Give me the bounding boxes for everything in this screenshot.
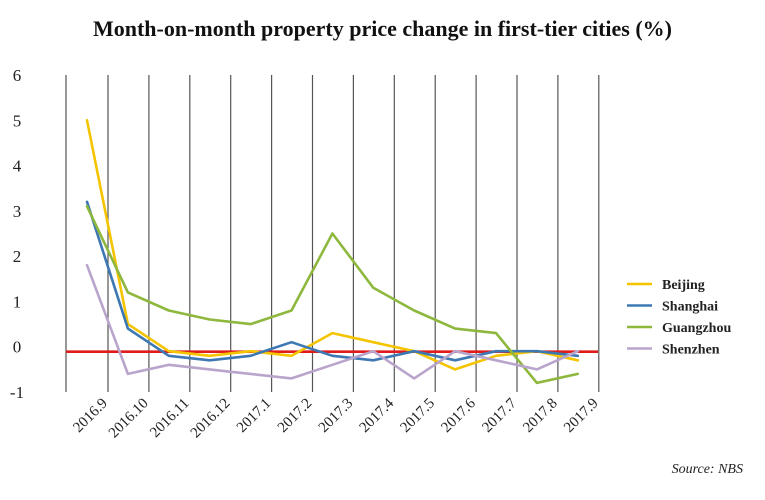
series-line-shanghai: [85, 200, 580, 362]
y-tick-label: -1: [10, 383, 24, 402]
x-tick-label: 2017.1: [234, 396, 274, 436]
series-lines: [85, 119, 580, 385]
y-tick-label: 2: [13, 247, 22, 266]
x-tick-label: 2016.11: [147, 396, 192, 441]
x-tick-label: 2017.7: [479, 395, 520, 436]
x-tick-label: 2017.8: [520, 396, 560, 436]
y-axis: 6 5 4 3 2 1 0 -1: [10, 66, 24, 402]
x-tick-label: 2017.3: [316, 396, 356, 436]
y-tick-label: 3: [13, 202, 22, 221]
x-tick-label: 2017.4: [357, 395, 398, 436]
legend-label: Shenzhen: [662, 343, 720, 358]
legend-label: Beijing: [662, 278, 705, 293]
series-line-shenzhen: [85, 263, 580, 380]
y-tick-label: 6: [13, 66, 22, 85]
y-tick-label: 0: [13, 338, 22, 357]
chart-title: Month-on-month property price change in …: [92, 16, 673, 41]
legend: Beijing Shanghai Guangzhou Shenzhen: [627, 278, 731, 358]
y-tick-label: 5: [13, 111, 22, 130]
x-tick-label: 2016.10: [106, 396, 152, 442]
y-tick-label: 4: [13, 157, 22, 176]
legend-label: Guangzhou: [662, 321, 731, 336]
series-line-beijing: [85, 119, 580, 371]
x-tick-label: 2017.9: [561, 396, 601, 436]
legend-label: Shanghai: [662, 300, 718, 315]
x-tick-label: 2017.5: [398, 396, 438, 436]
series-line-guangzhou: [85, 205, 580, 385]
grid-lines: [65, 75, 600, 392]
source-note: Source: NBS: [671, 462, 743, 477]
y-tick-label: 1: [13, 292, 22, 311]
x-tick-label: 2017.6: [438, 395, 479, 436]
x-tick-label: 2016.12: [188, 396, 234, 442]
x-tick-label: 2017.2: [275, 396, 315, 436]
